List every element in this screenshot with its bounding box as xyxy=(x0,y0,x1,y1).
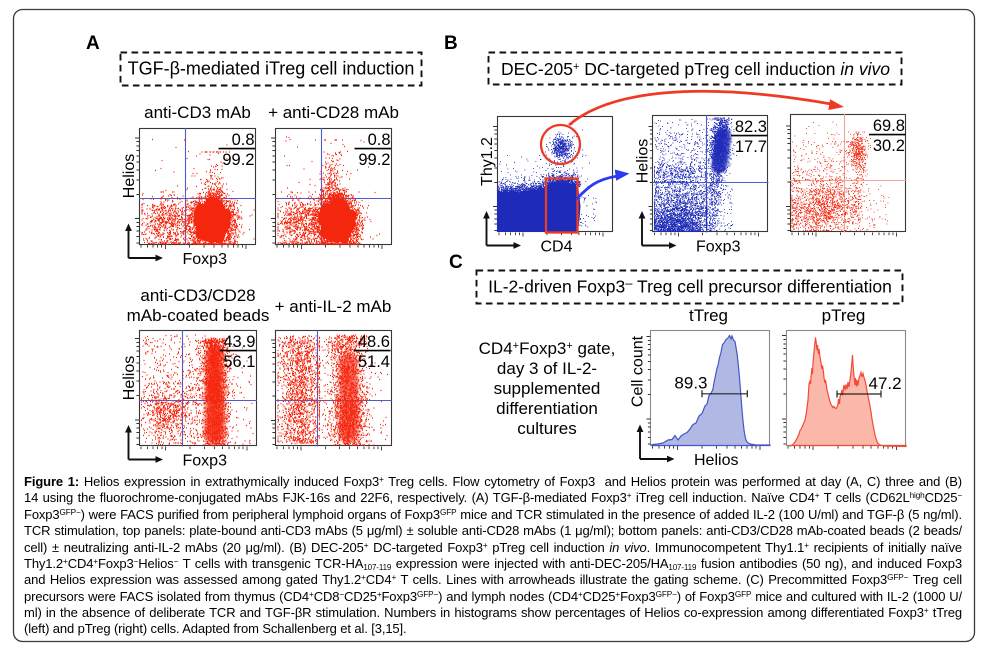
svg-text:anti-CD3/CD28: anti-CD3/CD28 xyxy=(140,286,255,305)
svg-text:differentiation: differentiation xyxy=(496,399,598,418)
svg-text:Helios: Helios xyxy=(635,139,652,183)
svg-text:IL-2-driven Foxp3– Treg cell p: IL-2-driven Foxp3– Treg cell precursor d… xyxy=(488,276,892,297)
svg-text:Helios: Helios xyxy=(694,452,738,469)
svg-text:Foxp3: Foxp3 xyxy=(696,239,741,256)
svg-text:99.2: 99.2 xyxy=(222,151,254,169)
svg-text:DEC-205+ DC-targeted pTreg cel: DEC-205+ DC-targeted pTreg cell inductio… xyxy=(501,59,890,79)
svg-text:Foxp3: Foxp3 xyxy=(183,251,228,268)
svg-text:48.6: 48.6 xyxy=(358,333,390,351)
svg-text:CD4+Foxp3+ gate,: CD4+Foxp3+ gate, xyxy=(479,339,616,358)
svg-text:47.2: 47.2 xyxy=(869,374,902,393)
svg-text:82.3: 82.3 xyxy=(735,118,767,136)
svg-text:Helios: Helios xyxy=(121,154,138,198)
svg-text:89.3: 89.3 xyxy=(674,374,707,393)
svg-text:pTreg: pTreg xyxy=(822,306,866,325)
svg-text:cultures: cultures xyxy=(517,419,577,438)
svg-text:C: C xyxy=(449,252,463,273)
svg-text:tTreg: tTreg xyxy=(689,306,728,325)
svg-text:Cell count: Cell count xyxy=(630,335,647,407)
svg-text:Helios: Helios xyxy=(121,356,138,400)
svg-text:99.2: 99.2 xyxy=(358,151,390,169)
svg-text:Foxp3: Foxp3 xyxy=(183,453,228,470)
svg-text:A: A xyxy=(86,33,100,54)
svg-text:0.8: 0.8 xyxy=(368,131,391,149)
svg-text:30.2: 30.2 xyxy=(873,137,905,155)
svg-text:56.1: 56.1 xyxy=(223,353,255,371)
svg-text:69.8: 69.8 xyxy=(873,117,905,135)
svg-text:+ anti-CD28 mAb: + anti-CD28 mAb xyxy=(268,103,399,122)
svg-text:day 3 of IL-2-: day 3 of IL-2- xyxy=(497,359,597,378)
svg-text:B: B xyxy=(444,33,458,54)
svg-text:Thy1.2: Thy1.2 xyxy=(479,137,496,186)
svg-text:CD4: CD4 xyxy=(541,239,573,256)
svg-text:anti-CD3 mAb: anti-CD3 mAb xyxy=(144,103,251,122)
svg-text:TGF-β-mediated iTreg cell indu: TGF-β-mediated iTreg cell induction xyxy=(128,59,415,79)
svg-text:supplemented: supplemented xyxy=(494,379,601,398)
svg-text:+ anti-IL-2 mAb: + anti-IL-2 mAb xyxy=(275,297,392,316)
svg-text:mAb-coated beads: mAb-coated beads xyxy=(127,306,270,325)
svg-text:43.9: 43.9 xyxy=(223,333,255,351)
svg-text:0.8: 0.8 xyxy=(232,131,255,149)
svg-text:51.4: 51.4 xyxy=(358,353,390,371)
svg-text:17.7: 17.7 xyxy=(735,138,767,156)
